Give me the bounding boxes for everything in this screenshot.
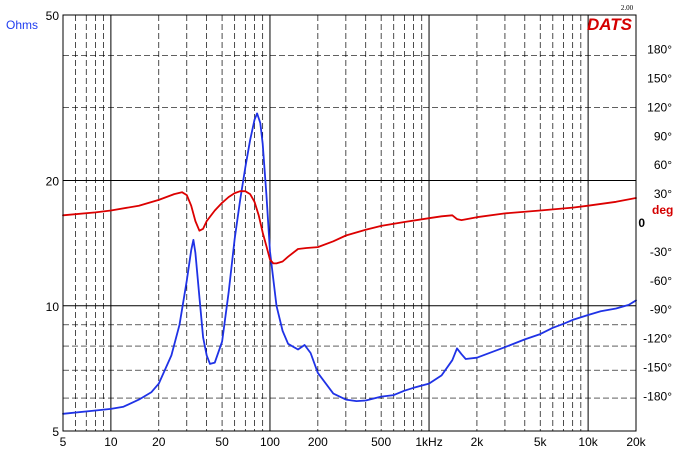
version-label: 2.00	[621, 4, 634, 12]
y-left-tick-label: 5	[52, 425, 59, 439]
y-left-unit-label: Ohms	[6, 18, 38, 32]
y-right-tick-label: -90°	[650, 303, 672, 317]
y-right-tick-label: 150°	[647, 72, 672, 86]
tick-labels: 5 10 20 50 100 200 500 1kHz 2k 5k 10k 20k 5 10 20 50 180…	[46, 9, 673, 449]
y-left-tick-label: 50	[46, 9, 60, 23]
x-tick-label: 20k	[626, 435, 646, 449]
y-right-tick-label: -180°	[643, 389, 672, 403]
x-tick-label: 200	[308, 435, 328, 449]
y-right-tick-label: -120°	[643, 332, 672, 346]
series-phase-line	[62, 190, 637, 265]
y-right-tick-label: 90°	[654, 129, 672, 143]
y-right-tick-label: -150°	[643, 360, 672, 374]
y-left-tick-label: 20	[46, 175, 60, 189]
y-right-tick-label: -30°	[650, 245, 672, 259]
x-tick-label: 50	[215, 435, 229, 449]
x-tick-label: 2k	[471, 435, 485, 449]
y-right-tick-label: 180°	[647, 43, 672, 57]
x-tick-label: 5k	[534, 435, 548, 449]
x-tick-label: 10	[104, 435, 118, 449]
y-right-tick-label: -60°	[650, 274, 672, 288]
y-right-unit-label: deg	[652, 203, 673, 217]
y-right-tick-label: 30°	[654, 187, 672, 201]
plot-frame	[62, 14, 637, 432]
x-tick-label: 5	[60, 435, 67, 449]
y-left-tick-label: 10	[46, 300, 60, 314]
x-tick-label: 20	[152, 435, 166, 449]
y-right-tick-label: 120°	[647, 100, 672, 114]
y-right-tick-label: 60°	[654, 158, 672, 172]
x-tick-label: 100	[260, 435, 280, 449]
series-group	[62, 112, 637, 415]
series-impedance-line	[62, 112, 637, 415]
x-tick-label: 1kHz	[415, 435, 442, 449]
y-right-tick-label: 0	[638, 216, 645, 230]
plot-background	[63, 15, 636, 431]
brand-logo: DATS	[587, 15, 633, 34]
x-tick-label: 10k	[578, 435, 598, 449]
x-tick-label: 500	[371, 435, 391, 449]
